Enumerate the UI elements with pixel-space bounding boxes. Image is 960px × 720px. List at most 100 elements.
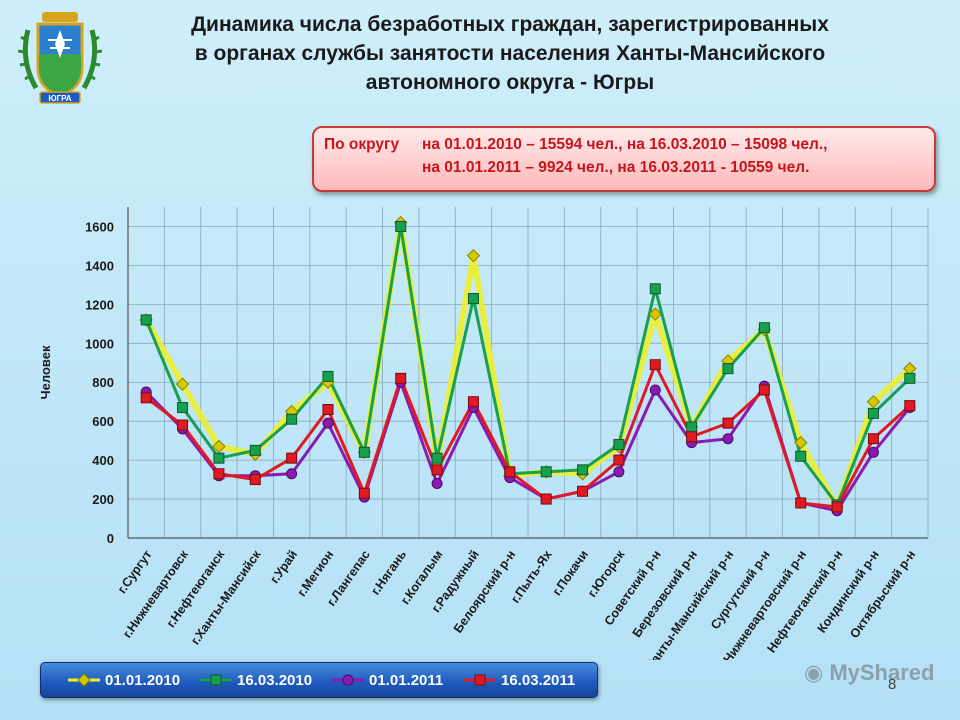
- x-tick-label: г.Нижневартовск: [120, 547, 191, 641]
- data-point: [140, 392, 152, 404]
- coat-of-arms-emblem: ЮГРА: [18, 12, 102, 104]
- legend-item-2011-01: 01.01.2011: [331, 663, 443, 697]
- title-line-1: Динамика числа безработных граждан, заре…: [191, 13, 829, 36]
- data-point: [431, 464, 443, 476]
- y-tick-label: 1600: [85, 219, 114, 234]
- watermark-text: MyShared: [829, 660, 935, 685]
- title-line-2: в органах службы занятости населения Хан…: [194, 42, 826, 65]
- y-tick-label: 800: [92, 375, 114, 390]
- data-point: [758, 322, 770, 334]
- data-point: [577, 485, 589, 497]
- data-point: [249, 444, 261, 456]
- data-point: [466, 248, 481, 263]
- x-tick-label: г.Сургут: [115, 548, 155, 596]
- legend-marker-2011-03: [464, 674, 496, 686]
- data-point: [322, 403, 334, 415]
- y-tick-label: 200: [92, 492, 114, 507]
- data-point: [649, 359, 661, 371]
- legend-label-2011-01: 01.01.2011: [369, 671, 444, 689]
- data-point: [904, 400, 916, 412]
- legend-item-2010-03: 16.03.2010: [199, 663, 312, 697]
- data-point: [177, 419, 189, 431]
- y-tick-label: 0: [107, 531, 114, 546]
- title-line-3: автономного округа - Югры: [365, 71, 655, 94]
- data-point: [613, 439, 625, 451]
- data-point: [540, 493, 552, 505]
- data-point: [175, 377, 190, 391]
- data-point: [758, 384, 770, 396]
- page-number: 8: [888, 676, 897, 693]
- svg-text:ЮГРА: ЮГРА: [48, 94, 71, 103]
- data-point: [613, 466, 625, 478]
- data-point: [648, 307, 662, 321]
- data-point: [795, 450, 807, 462]
- data-point: [249, 474, 261, 486]
- data-point: [794, 435, 808, 450]
- data-point: [213, 452, 225, 464]
- x-tick-label: г.Урай: [267, 548, 300, 586]
- y-tick-label: 600: [92, 414, 114, 429]
- data-point: [431, 452, 443, 464]
- series-line-16.03.2011: [145, 363, 911, 509]
- chart-legend: 01.01.2010 16.03.2010 01.01.2011 16.03.2…: [40, 662, 598, 698]
- data-point: [504, 466, 516, 478]
- y-tick-label: 1400: [85, 258, 114, 273]
- district-totals-line-1: на 01.01.2010 – 15594 чел., на 16.03.201…: [422, 136, 828, 153]
- data-point: [686, 431, 698, 443]
- legend-marker-2010-03: [200, 674, 232, 686]
- y-axis-label: Человек: [38, 345, 53, 399]
- data-point: [322, 417, 334, 429]
- y-tick-label: 1200: [85, 297, 114, 312]
- x-tick-label: г.Ханты-Мансийск: [188, 547, 264, 647]
- data-point: [322, 370, 334, 382]
- data-point: [722, 433, 734, 445]
- data-point: [395, 220, 407, 232]
- data-point: [577, 464, 589, 476]
- data-point: [286, 413, 298, 425]
- legend-item-2010-01: 01.01.2010: [67, 663, 180, 697]
- page-title: Динамика числа безработных граждан, заре…: [130, 10, 890, 97]
- data-point: [649, 384, 661, 396]
- data-point: [286, 452, 298, 464]
- data-point: [904, 372, 916, 384]
- legend-marker-2010-01: [68, 673, 100, 687]
- district-totals-box: По округу на 01.01.2010 – 15594 чел., на…: [312, 126, 936, 192]
- legend-item-2011-03: 16.03.2011: [463, 663, 575, 697]
- data-point: [431, 477, 443, 489]
- district-totals-line-2: на 01.01.2011 – 9924 чел., на 16.03.2011…: [422, 159, 810, 176]
- legend-label-2011-03: 16.03.2011: [501, 671, 576, 689]
- y-tick-label: 400: [92, 453, 114, 468]
- legend-label-2010-03: 16.03.2010: [237, 671, 313, 689]
- data-point: [395, 372, 407, 384]
- unemployment-line-chart: 0 200 400 600 800 1000 1200 1400 1600 Человек г.Су…: [38, 207, 929, 660]
- data-point: [613, 454, 625, 466]
- data-point: [358, 446, 370, 458]
- data-point: [795, 497, 807, 509]
- watermark-logo: ◉ MyShared: [804, 660, 935, 685]
- district-totals-label: По округу: [324, 136, 400, 153]
- data-point: [649, 283, 661, 295]
- data-point: [467, 396, 479, 408]
- data-point: [867, 433, 879, 445]
- data-point: [722, 363, 734, 375]
- data-point: [722, 417, 734, 429]
- data-point: [867, 407, 879, 419]
- data-point: [686, 421, 698, 433]
- x-tick-label: Березовский р-н: [630, 548, 700, 640]
- data-point: [540, 466, 552, 478]
- data-point: [831, 501, 843, 513]
- data-point: [358, 487, 370, 499]
- data-point: [213, 468, 225, 480]
- series-line-16.03.2010: [144, 224, 911, 507]
- data-point: [467, 293, 479, 305]
- data-point: [286, 468, 298, 480]
- y-tick-label: 1000: [85, 336, 114, 351]
- x-tick-label: Октябрьский р-н: [847, 548, 918, 641]
- data-point: [212, 439, 226, 454]
- data-point: [140, 314, 152, 326]
- legend-marker-2011-01: [332, 674, 364, 686]
- data-point: [866, 394, 881, 409]
- data-point: [867, 446, 879, 458]
- legend-label-2010-01: 01.01.2010: [105, 671, 181, 689]
- data-point: [177, 402, 189, 414]
